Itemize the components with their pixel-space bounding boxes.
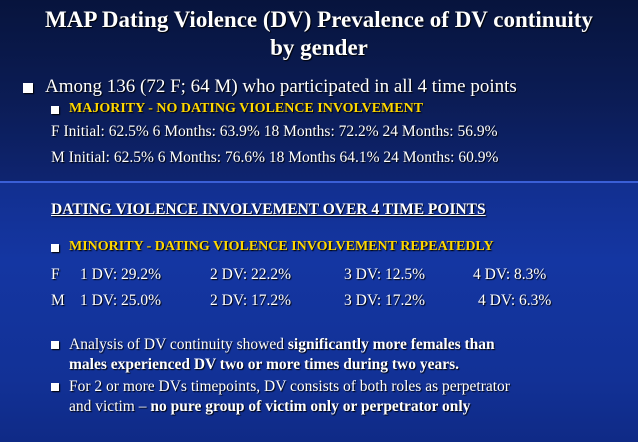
female-dv-3: 3 DV: 12.5% (344, 266, 426, 283)
roles-line-1: For 2 or more DVs timepoints, DV consist… (69, 378, 510, 395)
section-divider (0, 181, 638, 183)
slide-title-line-1: MAP Dating Violence (DV) Prevalence of D… (45, 7, 593, 32)
male-dv-1: 1 DV: 25.0% (80, 292, 162, 309)
roles-line-2: and victim – no pure group of victim onl… (69, 397, 470, 416)
involvement-heading: DATING VIOLENCE INVOLVEMENT OVER 4 TIME … (51, 201, 486, 218)
majority-label: MAJORITY - NO DATING VIOLENCE INVOLVEMEN… (69, 101, 424, 116)
slide-title-line-2: by gender (270, 35, 368, 60)
male-dv-4: 4 DV: 6.3% (478, 292, 552, 309)
sub-bullet-square-icon (51, 106, 59, 114)
analysis-prefix: Analysis of DV continuity showed (69, 336, 288, 353)
female-dv-1: 1 DV: 29.2% (80, 266, 162, 283)
analysis-line-1: Analysis of DV continuity showed signifi… (69, 335, 495, 354)
participants-bullet: Among 136 (72 F; 64 M) who participated … (45, 76, 517, 97)
sub-bullet-square-icon (51, 341, 59, 349)
header-band (0, 0, 638, 181)
female-no-dv-row: F Initial: 62.5% 6 Months: 63.9% 18 Mont… (51, 123, 498, 140)
female-dv-gender: F (51, 266, 60, 283)
bullet-square-icon (23, 83, 33, 93)
male-no-dv-row: M Initial: 62.5% 6 Months: 76.6% 18 Mont… (51, 149, 499, 166)
female-dv-4: 4 DV: 8.3% (473, 266, 547, 283)
male-dv-3: 3 DV: 17.2% (344, 292, 426, 309)
male-dv-2: 2 DV: 17.2% (210, 292, 292, 309)
female-dv-2: 2 DV: 22.2% (210, 266, 292, 283)
roles-emphasis: no pure group of victim only or perpetra… (150, 398, 471, 415)
sub-bullet-square-icon (51, 383, 59, 391)
roles-prefix: and victim – (69, 398, 151, 415)
male-dv-gender: M (51, 292, 65, 309)
analysis-emphasis-2: males experienced DV two or more times d… (69, 356, 460, 373)
sub-bullet-square-icon (51, 244, 59, 252)
minority-label: MINORITY - DATING VIOLENCE INVOLVEMENT R… (69, 239, 494, 254)
analysis-emphasis-1: significantly more females than (287, 336, 495, 353)
